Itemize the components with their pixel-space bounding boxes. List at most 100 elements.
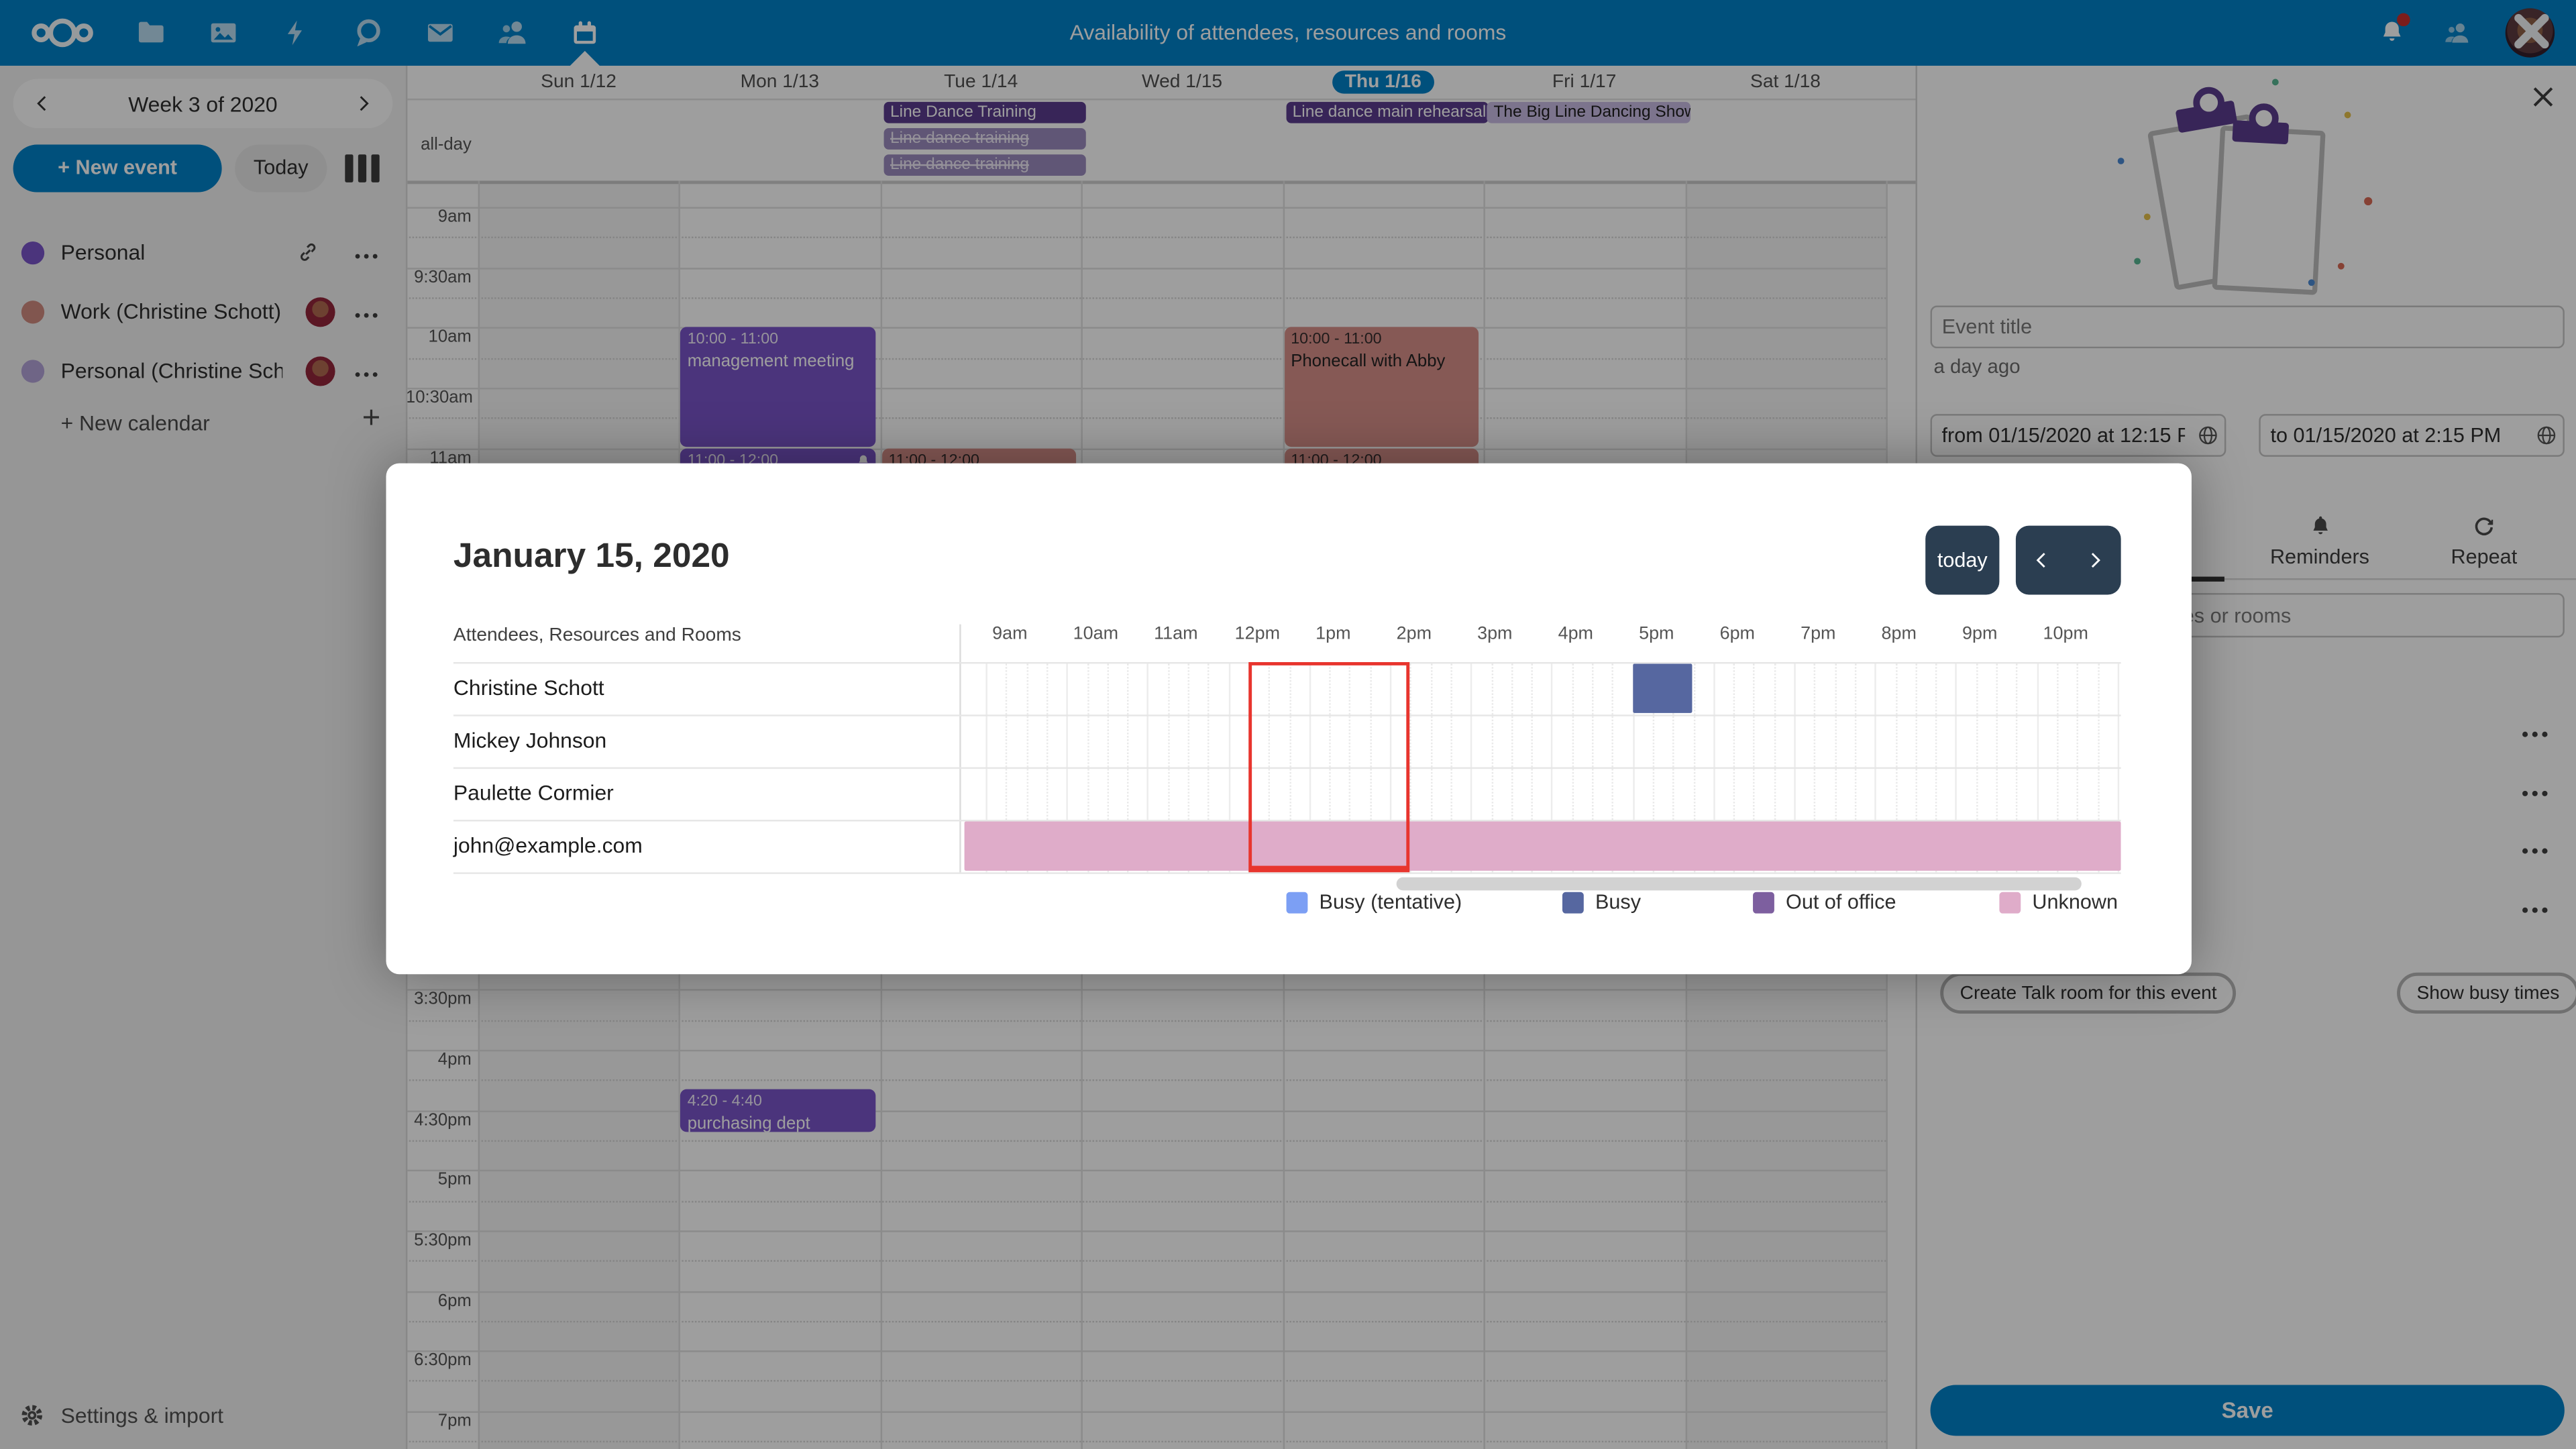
calendar-actions-menu-icon[interactable] (354, 304, 380, 327)
legend-swatch (1562, 891, 1584, 913)
nextcloud-logo-icon[interactable] (16, 13, 108, 53)
day-header-row: Sun 1/12 Mon 1/13 Tue 1/14 Wed 1/15 Thu 1/16… (405, 66, 1916, 101)
row-separator (453, 820, 2121, 822)
day-header[interactable]: Wed 1/15 (1081, 66, 1283, 99)
timezone-globe-icon[interactable] (2535, 424, 2558, 447)
attendee-actions-menu-icon[interactable] (2520, 899, 2557, 922)
timeline-hour-label: 9pm (1962, 624, 1998, 645)
calendar-list-item[interactable]: Personal (Christine Scho… (0, 341, 406, 400)
legend-label: Busy (tentative) (1319, 890, 1462, 914)
day-header[interactable]: Sun 1/12 (478, 66, 680, 99)
calendar-actions-menu-icon[interactable] (354, 363, 380, 386)
scrollbar-thumb[interactable] (1396, 877, 2082, 891)
grid-line-15min (405, 1019, 1886, 1022)
calendar-event[interactable]: 4:20 - 4:40 purchasing dept (680, 1089, 875, 1133)
day-header[interactable]: Mon 1/13 (679, 66, 880, 99)
legend-label: Busy (1595, 890, 1642, 914)
legend-label: Unknown (2032, 890, 2118, 914)
show-busy-times-button[interactable]: Show busy times (2397, 972, 2576, 1014)
time-gutter-label: 3:30pm (414, 989, 472, 1010)
modal-previous-day-button[interactable] (2016, 526, 2068, 595)
all-day-event[interactable]: Line dance main rehearsal (1285, 101, 1489, 123)
grid-line-30min (405, 1411, 1886, 1413)
modal-day-navigation (2015, 525, 2121, 595)
user-avatar[interactable] (2505, 8, 2555, 58)
share-link-icon[interactable] (296, 240, 321, 265)
calendar-event[interactable]: 10:00 - 11:00 management meeting (680, 327, 875, 446)
day-header-label: Mon 1/13 (740, 72, 820, 93)
next-week-button[interactable] (333, 79, 392, 128)
notifications-bell-icon[interactable] (2371, 11, 2414, 54)
day-header-today-pill: Thu 1/16 (1332, 70, 1435, 94)
calendar-list-item[interactable]: Personal (0, 223, 406, 282)
calendar-name: Personal (Christine Scho… (60, 358, 283, 383)
day-header[interactable]: Tue 1/14 (880, 66, 1081, 99)
timeline-scrollbar[interactable] (965, 877, 2121, 891)
save-button[interactable]: Save (1930, 1385, 2565, 1436)
grid-line-30min (405, 1170, 1886, 1172)
calendar-owner-avatar (305, 297, 335, 327)
grid-line-15min (405, 1140, 1886, 1142)
timeline-hour-label: 9am (992, 624, 1028, 645)
row-separator (453, 872, 2121, 874)
photos-icon[interactable] (187, 11, 260, 54)
cursor-x-icon (2514, 13, 2549, 49)
event-title-input[interactable] (1930, 305, 2565, 349)
modal-today-button[interactable]: today (1925, 525, 2000, 595)
event-title: management meeting (687, 352, 855, 372)
grid-line-15min (405, 417, 1886, 420)
calendar-list-item[interactable]: Work (Christine Schott) (0, 282, 406, 341)
grid-line-30min (405, 207, 1886, 209)
plus-icon[interactable] (358, 404, 384, 430)
day-header[interactable]: Sat 1/18 (1685, 66, 1886, 99)
column-divider (959, 624, 961, 873)
activity-icon[interactable] (260, 11, 332, 54)
grid-line-30min (405, 327, 1886, 329)
calendar-actions-menu-icon[interactable] (354, 245, 380, 268)
grid-line-30min (405, 447, 1886, 449)
all-day-event[interactable]: The Big Line Dancing Show (1487, 101, 1690, 123)
week-label[interactable]: Week 3 of 2020 (128, 91, 278, 116)
all-day-event[interactable]: Line dance training (883, 128, 1087, 150)
time-gutter-label: 9am (437, 207, 472, 227)
timezone-globe-icon[interactable] (2196, 424, 2219, 447)
all-day-event[interactable]: Line Dance Training (883, 101, 1087, 123)
tab-reminders[interactable]: Reminders (2238, 509, 2402, 578)
day-header[interactable]: Thu 1/16 (1283, 66, 1484, 99)
week-view-toggle-icon[interactable] (340, 151, 383, 185)
tab-repeat[interactable]: Repeat (2402, 509, 2566, 578)
calendar-name: Work (Christine Schott) (60, 299, 282, 324)
all-day-event[interactable]: Line dance training (883, 154, 1087, 176)
to-datetime-field[interactable] (2259, 414, 2565, 457)
event-illustration (2114, 78, 2377, 295)
create-talk-room-button[interactable]: Create Talk room for this event (1940, 972, 2237, 1014)
files-icon[interactable] (115, 11, 187, 54)
timeline-hour-label: 8pm (1881, 624, 1917, 645)
time-gutter-label: 6pm (437, 1290, 472, 1311)
timeline-hour-label: 10am (1073, 624, 1119, 645)
contacts-menu-icon[interactable] (2436, 11, 2479, 54)
calendar-app-icon[interactable] (549, 11, 621, 54)
new-event-button[interactable]: + New event (13, 144, 222, 193)
modal-next-day-button[interactable] (2068, 526, 2121, 595)
mail-icon[interactable] (404, 11, 476, 54)
attendees-column-header: Attendees, Resources and Rooms (453, 626, 741, 646)
previous-week-button[interactable] (13, 79, 72, 128)
contacts-icon[interactable] (476, 11, 549, 54)
event-time: 10:00 - 11:00 (1291, 330, 1382, 349)
calendar-event[interactable]: 10:00 - 11:00 Phonecall with Abby (1284, 327, 1479, 446)
today-button[interactable]: Today (235, 144, 327, 193)
talk-icon[interactable] (332, 11, 405, 54)
settings-import-button[interactable]: Settings & import (19, 1403, 223, 1428)
proposed-slot-selection[interactable] (1248, 661, 1410, 873)
new-calendar-button[interactable]: + New calendar (60, 411, 210, 435)
day-header-label: Sat 1/18 (1750, 72, 1821, 93)
attendee-actions-menu-icon[interactable] (2520, 723, 2557, 746)
close-sidebar-icon[interactable] (2528, 82, 2561, 115)
day-header[interactable]: Fri 1/17 (1484, 66, 1685, 99)
attendee-actions-menu-icon[interactable] (2520, 782, 2557, 805)
bell-icon (2308, 515, 2332, 541)
attendee-row-name: john@example.com (453, 833, 643, 858)
attendee-actions-menu-icon[interactable] (2520, 839, 2557, 862)
from-datetime-field[interactable] (1930, 414, 2226, 457)
